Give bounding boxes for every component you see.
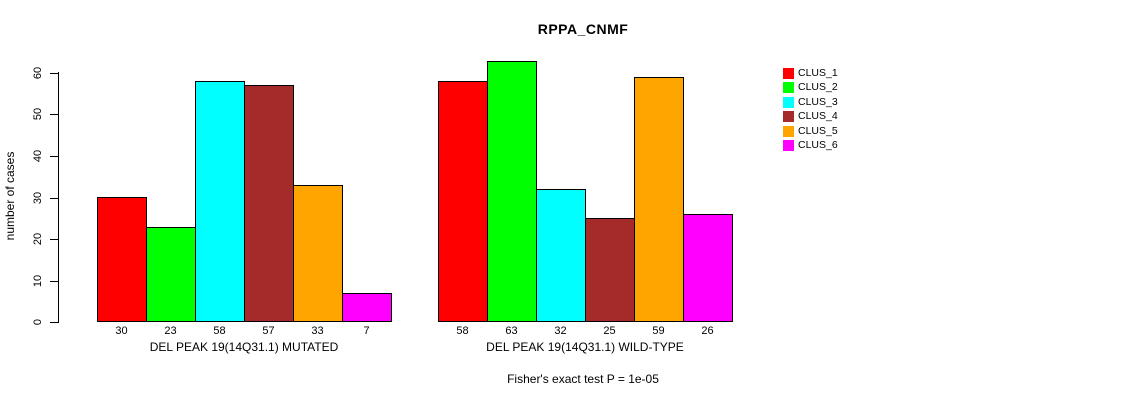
legend-row: CLUS_5 (783, 124, 838, 139)
legend-label: CLUS_2 (798, 81, 838, 94)
bar-value-label: 63 (505, 325, 518, 337)
bar-value-label: 32 (554, 325, 567, 337)
fisher-test-annotation: Fisher's exact test P = 1e-05 (507, 372, 659, 386)
y-tick-label: 60 (32, 66, 44, 80)
legend-swatch-icon (783, 140, 794, 152)
y-tick (50, 156, 58, 157)
bar (342, 293, 392, 322)
legend: CLUS_1 CLUS_2 CLUS_3 CLUS_4 CLUS_5 CLUS_6 (783, 66, 838, 153)
group-label: DEL PEAK 19(14Q31.1) MUTATED (149, 340, 339, 354)
bar-value-label: 57 (262, 325, 275, 337)
bar (438, 81, 488, 322)
bar-value-label: 59 (652, 325, 665, 337)
y-tick-label: 50 (32, 107, 44, 121)
y-tick (50, 198, 58, 199)
y-tick-label: 10 (32, 274, 44, 288)
legend-row: CLUS_2 (783, 81, 838, 96)
bar (195, 81, 245, 322)
legend-swatch-icon (783, 96, 794, 108)
legend-row: CLUS_1 (783, 66, 838, 81)
legend-swatch-icon (783, 125, 794, 137)
chart-title: RPPA_CNMF (537, 21, 629, 37)
legend-label: CLUS_4 (798, 110, 838, 123)
y-tick (50, 239, 58, 240)
group-label: DEL PEAK 19(14Q31.1) WILD-TYPE (486, 340, 684, 354)
bar-value-label: 23 (164, 325, 177, 337)
legend-label: CLUS_3 (798, 95, 838, 108)
y-tick (50, 322, 58, 323)
bar (97, 197, 147, 322)
legend-swatch-icon (783, 82, 794, 94)
y-tick-label: 30 (32, 191, 44, 205)
y-axis-title: number of cases (3, 151, 17, 241)
bar (634, 77, 684, 322)
bar-value-label: 58 (213, 325, 226, 337)
bar-value-label: 7 (363, 325, 370, 337)
legend-label: CLUS_6 (798, 139, 838, 152)
y-tick (50, 73, 58, 74)
bar-value-label: 33 (311, 325, 324, 337)
legend-row: CLUS_3 (783, 95, 838, 110)
bar (487, 61, 537, 322)
bar (536, 189, 586, 322)
legend-row: CLUS_6 (783, 139, 838, 154)
y-tick-label: 40 (32, 149, 44, 163)
y-axis-line (58, 72, 59, 323)
bar-value-label: 58 (456, 325, 469, 337)
y-tick-label: 20 (32, 232, 44, 246)
bar (585, 218, 635, 322)
bar-value-label: 25 (603, 325, 616, 337)
legend-swatch-icon (783, 111, 794, 123)
legend-row: CLUS_4 (783, 110, 838, 125)
bar (683, 214, 733, 322)
legend-swatch-icon (783, 67, 794, 79)
y-tick (50, 281, 58, 282)
bar-value-label: 26 (701, 325, 714, 337)
legend-label: CLUS_5 (798, 124, 838, 137)
bar-value-label: 30 (115, 325, 128, 337)
bar (293, 185, 343, 322)
bar (146, 227, 196, 322)
legend-label: CLUS_1 (798, 66, 838, 79)
y-tick (50, 114, 58, 115)
y-tick-label: 0 (32, 318, 44, 326)
bar (244, 85, 294, 322)
